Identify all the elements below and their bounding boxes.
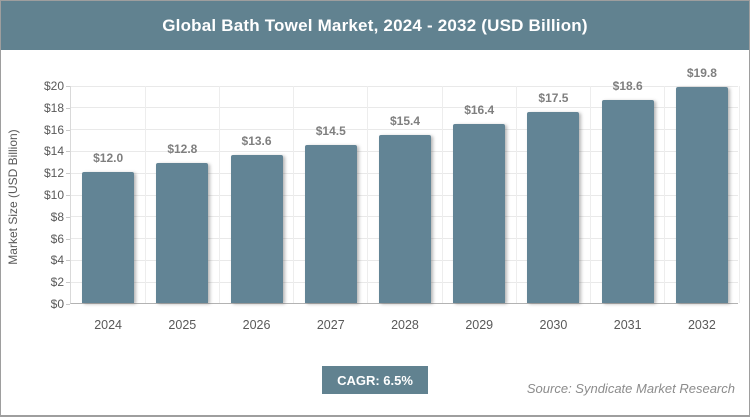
y-tick-mark: [66, 129, 70, 131]
y-tick-label: $18: [43, 100, 64, 115]
y-tick-label: $8: [50, 209, 64, 224]
bar-slot: $12.0 2024: [71, 86, 145, 332]
bar-2028: [378, 135, 431, 303]
chart-title: Global Bath Towel Market, 2024 - 2032 (U…: [162, 15, 588, 35]
gridline-vertical: [367, 86, 369, 303]
bar-value-label: $18.6: [612, 79, 643, 94]
bar-2030: [527, 112, 580, 303]
gridline-horizontal: [71, 107, 738, 109]
bar-value-label: $12.0: [93, 151, 124, 166]
gridline-vertical: [218, 86, 220, 303]
gridline-vertical: [293, 86, 295, 303]
y-tick-label: $2: [50, 275, 64, 290]
chart-title-bar: Global Bath Towel Market, 2024 - 2032 (U…: [1, 1, 749, 50]
plot-area: $12.0 2024 $12.8 2025 $13.6 2026 $14.5 2027 $15.…: [70, 66, 740, 332]
bar-slot: $18.6 2031: [591, 79, 665, 332]
y-tick-label: $16: [43, 122, 64, 137]
y-tick-mark: [66, 260, 70, 262]
y-tick-label: $0: [50, 297, 64, 311]
y-tick-mark: [66, 151, 70, 153]
source-credit: Source: Syndicate Market Research: [526, 381, 735, 396]
bar-slot: $13.6 2026: [219, 86, 293, 332]
gridline-vertical: [515, 86, 517, 303]
bar-2029: [453, 124, 506, 303]
x-axis-label: 2025: [168, 318, 197, 332]
bar-value-label: $15.4: [389, 114, 420, 129]
gridline-horizontal: [71, 129, 738, 131]
gridline-vertical: [144, 86, 146, 303]
bar-value-label: $14.5: [315, 123, 346, 138]
x-axis-label: 2026: [242, 318, 271, 332]
y-tick-mark: [66, 282, 70, 284]
bar-2027: [304, 144, 357, 303]
bar-slot: $19.8 2032: [665, 66, 739, 332]
x-axis-label: 2030: [539, 318, 568, 332]
gridline-vertical: [590, 86, 592, 303]
y-tick-label: $14: [43, 144, 64, 159]
y-tick-label: $20: [43, 79, 64, 93]
bar-value-label: $19.8: [686, 66, 717, 81]
cagr-badge: CAGR: 6.5%: [322, 366, 428, 394]
gridline-vertical: [738, 86, 740, 303]
y-axis-title: Market Size (USD Billion): [6, 129, 20, 265]
x-axis-label: 2029: [465, 318, 494, 332]
bar-slot: $14.5 2027: [294, 86, 368, 332]
gridline-vertical: [441, 86, 443, 303]
bar-value-label: $13.6: [241, 133, 272, 148]
y-tick-label: $12: [43, 166, 64, 181]
y-tick-label: $4: [50, 253, 64, 268]
y-tick-mark: [66, 86, 70, 87]
bar-slot: $15.4 2028: [368, 86, 442, 332]
y-tick-mark: [66, 195, 70, 196]
y-tick-mark: [66, 173, 70, 175]
y-tick-label: $6: [50, 231, 64, 246]
y-tick-mark: [66, 216, 70, 218]
gridline-vertical: [664, 86, 666, 303]
x-axis-label: 2031: [613, 318, 642, 332]
y-tick-label: $10: [43, 188, 64, 202]
x-axis-label: 2028: [391, 318, 419, 332]
bar-slot: $12.8 2025: [145, 86, 219, 332]
bar-2032: [675, 87, 728, 303]
bar-2025: [156, 163, 209, 303]
bar-value-label: $12.8: [167, 142, 198, 157]
x-axis-label: 2027: [316, 318, 345, 332]
bar-2026: [230, 154, 283, 303]
x-axis-label: 2032: [687, 318, 716, 332]
bar-2031: [601, 100, 654, 303]
bar-slot: $16.4 2029: [442, 86, 516, 332]
y-tick-mark: [66, 304, 70, 305]
bar-slot: $17.5 2030: [516, 86, 590, 332]
bar-value-label: $17.5: [538, 91, 569, 106]
bar-2024: [82, 172, 135, 303]
bar-value-label: $16.4: [464, 103, 495, 118]
y-tick-mark: [66, 107, 70, 109]
gridline-horizontal: [71, 85, 738, 87]
x-axis-label: 2024: [94, 318, 123, 332]
y-tick-mark: [66, 238, 70, 240]
